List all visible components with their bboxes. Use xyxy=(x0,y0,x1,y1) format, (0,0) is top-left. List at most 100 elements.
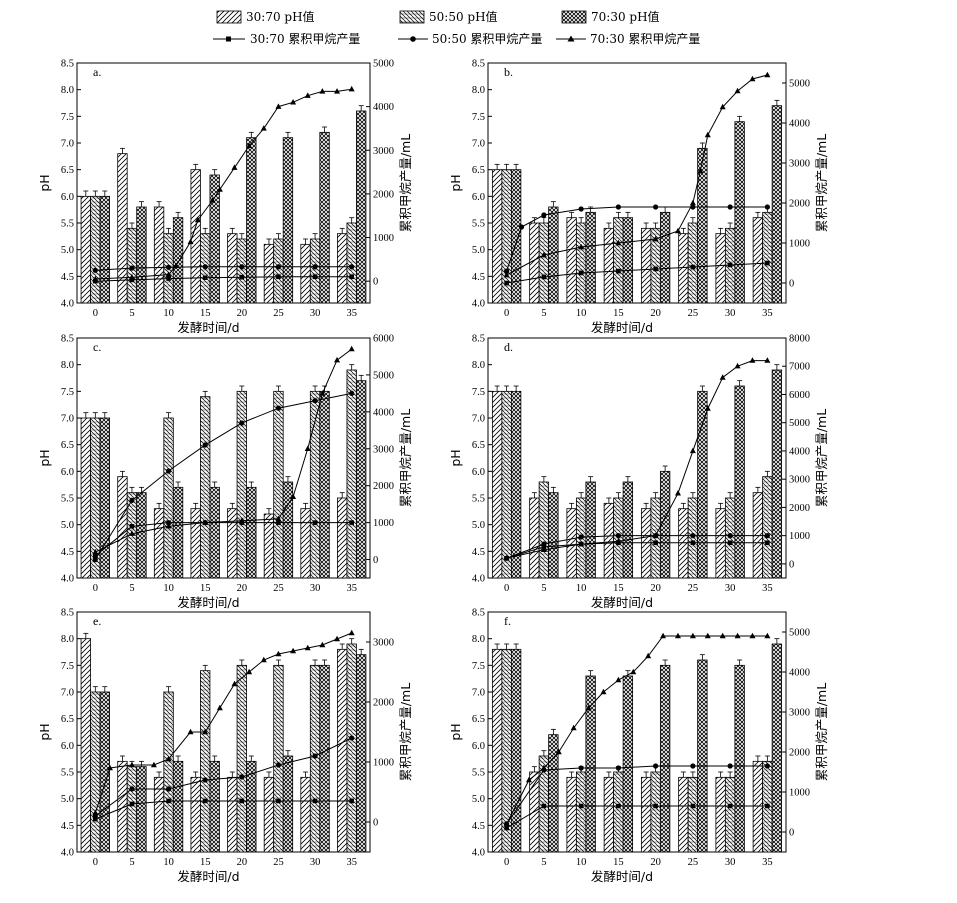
ph-bar xyxy=(752,217,764,304)
x-tick-label: 0 xyxy=(93,583,98,594)
x-tick-label: 15 xyxy=(200,583,211,594)
x-tick-label: 10 xyxy=(576,857,587,868)
ph-bar xyxy=(337,648,348,853)
legend-swatch-ph-70-30 xyxy=(561,10,587,24)
right-tick-label: 4000 xyxy=(789,119,810,130)
ph-bar xyxy=(282,137,294,304)
legend-swatch-ph-30-70 xyxy=(216,10,242,24)
left-tick-label: 4.0 xyxy=(472,574,485,585)
methane-marker xyxy=(239,420,245,426)
x-tick-label: 10 xyxy=(163,308,174,319)
methane-marker xyxy=(348,629,355,636)
ph-bar xyxy=(309,664,321,853)
methane-marker xyxy=(187,238,194,245)
methane-marker xyxy=(202,275,208,280)
ph-bar xyxy=(300,508,311,579)
ph-bar xyxy=(200,396,211,579)
panel-label: b. xyxy=(504,65,513,79)
right-tick-label: 5000 xyxy=(373,59,394,70)
ph-bar xyxy=(687,776,699,853)
ph-bar xyxy=(319,131,330,304)
right-tick-label: 3000 xyxy=(789,708,810,719)
y2-axis-title: 累积甲烷产量/mL xyxy=(398,134,413,232)
methane-marker xyxy=(704,131,711,138)
methane-marker xyxy=(541,274,547,280)
panel-label: a. xyxy=(93,65,101,79)
methane-marker xyxy=(129,801,135,807)
methane-marker xyxy=(348,345,355,352)
ph-bar xyxy=(337,497,348,579)
right-tick-label: 2000 xyxy=(789,748,810,759)
ph-bar xyxy=(771,643,783,853)
left-tick-label: 5.5 xyxy=(61,494,74,505)
x-tick-label: 15 xyxy=(613,583,624,594)
right-tick-label: 1000 xyxy=(373,758,394,769)
right-tick-label: 5000 xyxy=(789,79,810,90)
y-axis-title: pH xyxy=(448,174,463,191)
x-tick-label: 15 xyxy=(613,308,624,319)
methane-marker xyxy=(216,704,223,711)
methane-marker xyxy=(525,776,532,783)
y2-axis-title: 累积甲烷产量/mL xyxy=(814,409,829,507)
x-axis-title: 发酵时间/d xyxy=(591,320,653,335)
methane-marker xyxy=(304,644,311,651)
left-tick-label: 7.0 xyxy=(472,688,485,699)
right-tick-label: 0 xyxy=(789,279,794,290)
methane-marker xyxy=(275,264,282,270)
legend-label-cm-70-30: 70:30 累积甲烷产量 xyxy=(590,32,700,46)
methane-marker xyxy=(128,530,135,536)
ph-bar xyxy=(163,417,174,579)
methane-line xyxy=(506,535,768,559)
methane-marker xyxy=(166,520,171,525)
methane-marker xyxy=(690,264,696,270)
ph-bar xyxy=(172,760,184,853)
right-tick-label: 4000 xyxy=(373,102,394,113)
left-tick-label: 8.5 xyxy=(61,334,74,345)
left-tick-label: 8.5 xyxy=(472,608,485,619)
x-tick-label: 30 xyxy=(310,583,321,594)
right-tick-label: 2000 xyxy=(373,189,394,200)
ph-bar xyxy=(529,497,540,579)
ph-bar xyxy=(227,776,238,853)
ph-bar xyxy=(309,238,321,304)
x-tick-label: 35 xyxy=(346,308,357,319)
methane-marker xyxy=(690,540,696,546)
left-tick-label: 8.0 xyxy=(61,634,74,645)
left-tick-label: 4.5 xyxy=(61,821,74,832)
ph-bar xyxy=(209,174,220,304)
ph-bar xyxy=(190,508,201,579)
methane-marker xyxy=(600,688,607,695)
methane-marker xyxy=(616,268,621,274)
x-tick-label: 5 xyxy=(129,857,134,868)
ph-bar xyxy=(200,670,211,853)
ph-bar xyxy=(762,476,773,579)
left-tick-label: 6.0 xyxy=(61,192,74,203)
ph-bar xyxy=(356,654,367,853)
methane-marker xyxy=(93,553,98,559)
ph-bar xyxy=(613,771,624,853)
x-axis-title: 发酵时间/d xyxy=(177,595,239,610)
methane-line xyxy=(506,262,768,284)
left-tick-label: 7.5 xyxy=(61,112,74,123)
right-tick-label: 6000 xyxy=(373,334,394,345)
ph-bar xyxy=(566,217,577,304)
left-tick-label: 6.5 xyxy=(61,440,74,451)
methane-marker xyxy=(239,798,245,804)
methane-marker xyxy=(653,540,658,546)
left-tick-label: 7.0 xyxy=(61,139,74,150)
left-tick-label: 5.0 xyxy=(472,520,485,531)
panel-label: e. xyxy=(93,614,101,628)
ph-bar xyxy=(724,776,736,853)
methane-line xyxy=(506,360,768,559)
right-tick-label: 3000 xyxy=(789,475,810,486)
methane-marker xyxy=(555,748,562,755)
methane-marker xyxy=(541,212,547,218)
left-tick-label: 4.5 xyxy=(61,547,74,558)
methane-marker xyxy=(129,497,135,504)
methane-line xyxy=(506,542,768,559)
x-tick-label: 30 xyxy=(725,857,736,868)
methane-line xyxy=(506,805,768,829)
ph-bar xyxy=(236,390,247,579)
panel-label: d. xyxy=(504,340,513,354)
right-tick-label: 6000 xyxy=(789,390,810,401)
